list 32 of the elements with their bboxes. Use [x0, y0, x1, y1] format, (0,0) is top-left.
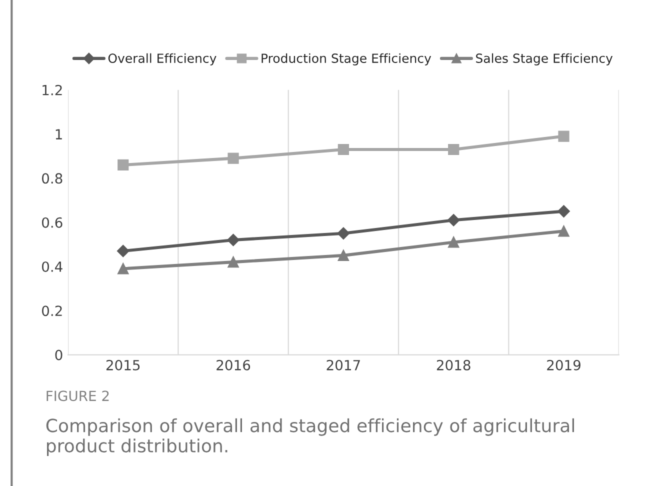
x-tick-label: 2015: [106, 360, 140, 370]
legend-label: Overall Efficiency: [108, 53, 216, 66]
point: [448, 144, 460, 156]
point: [337, 227, 350, 240]
y-tick-label: 0.2: [42, 306, 62, 316]
point: [448, 236, 460, 248]
point: [117, 244, 130, 258]
point: [558, 205, 570, 218]
point: [338, 144, 349, 156]
point: [227, 234, 240, 246]
y-tick-label: 1: [56, 129, 62, 140]
point: [228, 256, 239, 268]
x-tick-label: 2018: [436, 360, 470, 370]
point: [228, 152, 239, 164]
x-tick-label: 2017: [326, 360, 360, 370]
legend-label: Sales Stage Efficiency: [476, 53, 613, 66]
x-tick-label: 2016: [216, 360, 250, 370]
caption: FIGURE 2: [46, 390, 109, 402]
y-tick-label: 0: [55, 350, 62, 360]
y-tick-label: 0.6: [42, 217, 62, 228]
x-tick-label: 2019: [547, 360, 580, 370]
legend-label: Production Stage Efficiency: [262, 53, 432, 66]
y-tick-label: 0.8: [42, 173, 62, 184]
point: [558, 226, 570, 237]
text: Comparison of overall and staged efficiency of agricultural product distribution.: [46, 418, 574, 456]
point: [448, 214, 460, 226]
y-tick-label: 1.2: [42, 84, 62, 96]
y-tick-label: 0.4: [42, 261, 62, 272]
point: [338, 250, 349, 262]
point: [558, 130, 570, 142]
point: [118, 263, 129, 274]
point: [118, 159, 129, 171]
